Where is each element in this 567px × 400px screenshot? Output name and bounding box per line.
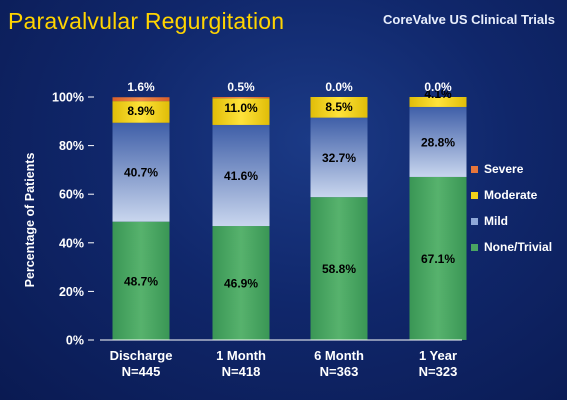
x-tick-label: 1 Year: [419, 348, 457, 363]
bar-segment-none-trivial: [112, 221, 170, 340]
data-label-none-trivial: 48.7%: [124, 274, 158, 288]
data-label-severe: 1.6%: [127, 80, 155, 94]
legend-label-mild: Mild: [484, 214, 508, 228]
data-label-moderate: 8.5%: [325, 100, 353, 114]
x-tick-n-label: N=418: [222, 364, 261, 379]
data-label-mild: 41.6%: [224, 169, 258, 183]
x-tick-n-label: N=323: [419, 364, 458, 379]
legend-label-moderate: Moderate: [484, 188, 538, 202]
y-tick-label: 60%: [59, 188, 84, 202]
bar-segment-none-trivial: [409, 176, 467, 340]
legend-swatch-moderate: [471, 192, 478, 199]
data-label-none-trivial: 46.9%: [224, 277, 258, 291]
y-tick-label: 40%: [59, 236, 84, 250]
bar-segment-moderate: [310, 97, 368, 118]
data-label-severe: 0.0%: [325, 80, 353, 94]
bar-segment-none-trivial: [212, 226, 270, 340]
data-label-none-trivial: 58.8%: [322, 262, 356, 276]
legend-label-severe: Severe: [484, 162, 524, 176]
legend-label-none-trivial: None/Trivial: [484, 240, 552, 254]
x-tick-label: 6 Month: [314, 348, 364, 363]
bar-segment-mild: [409, 106, 467, 177]
legend-swatch-none-trivial: [471, 244, 478, 251]
data-label-severe: 0.5%: [227, 80, 255, 94]
data-label-moderate: 8.9%: [127, 104, 155, 118]
x-tick-label: Discharge: [110, 348, 173, 363]
legend-swatch-severe: [471, 166, 478, 173]
y-tick-label: 0%: [66, 334, 84, 348]
data-label-mild: 40.7%: [124, 166, 158, 180]
bar-segment-moderate: [212, 98, 270, 125]
data-label-mild: 32.7%: [322, 151, 356, 165]
data-label-moderate: 4.1%: [424, 87, 452, 101]
y-axis: 0% 20% 40% 60% 80% 100%: [52, 91, 94, 348]
data-label-none-trivial: 67.1%: [421, 252, 455, 266]
data-label-mild: 28.8%: [421, 135, 455, 149]
bar-segment-mild: [310, 117, 368, 198]
brand-label: CoreValve US Clinical Trials: [383, 12, 555, 27]
y-tick-label: 100%: [52, 91, 84, 105]
y-tick-label: 80%: [59, 139, 84, 153]
bar-segment-mild: [112, 122, 170, 222]
bar-segment-moderate: [409, 97, 467, 107]
data-label-severe: 0.0%: [424, 80, 452, 94]
x-tick-n-label: N=363: [320, 364, 359, 379]
bar-segment-mild: [212, 124, 270, 227]
bar-segment-severe: [112, 97, 170, 102]
x-tick-n-label: N=445: [122, 364, 161, 379]
data-label-moderate: 11.0%: [224, 101, 258, 115]
y-tick-label: 20%: [59, 285, 84, 299]
legend-swatch-mild: [471, 218, 478, 225]
legend: Severe Moderate Mild None/Trivial: [471, 162, 552, 254]
bar-series: 48.7% 40.7% 8.9% 1.6% 46.9% 41.6% 11.0% 0.5% 58.…: [112, 80, 467, 340]
bar-segment-none-trivial: [310, 197, 368, 340]
x-tick-label: 1 Month: [216, 348, 266, 363]
bar-segment-moderate: [112, 101, 170, 123]
y-axis-title: Percentage of Patients: [23, 153, 37, 288]
slide-title: Paravalvular Regurgitation: [8, 8, 285, 34]
bar-segment-severe: [212, 97, 270, 99]
